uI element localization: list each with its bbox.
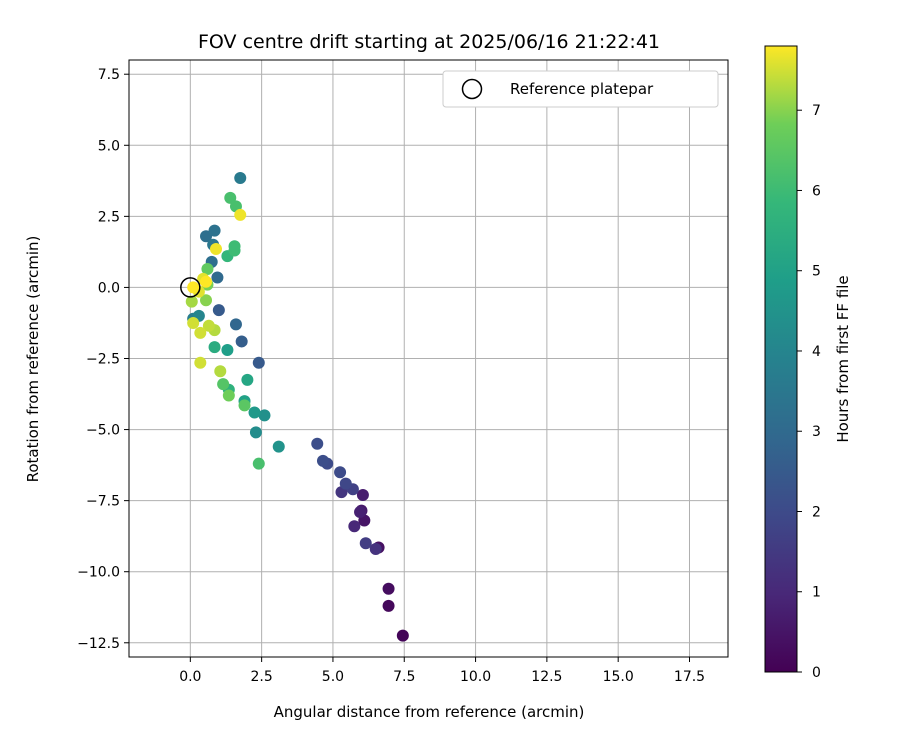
- x-tick-label: 12.5: [531, 669, 562, 685]
- legend-box: [442, 70, 719, 108]
- scatter-point: [208, 224, 221, 237]
- y-tick-label: 5.0: [98, 138, 120, 154]
- colorbar-tick-label: 2: [812, 504, 821, 520]
- scatter-point: [311, 437, 324, 450]
- scatter-point: [348, 520, 361, 533]
- scatter-point: [272, 440, 285, 453]
- x-tick-label: 0.0: [179, 669, 201, 685]
- scatter-point: [234, 208, 247, 221]
- scatter-point: [396, 629, 409, 642]
- scatter-point: [234, 171, 247, 184]
- scatter-point: [217, 378, 230, 391]
- scatter-point: [249, 426, 262, 439]
- scatter-point: [208, 341, 221, 354]
- colorbar-tick-label: 4: [812, 344, 821, 360]
- y-tick-label: −5.0: [86, 423, 120, 439]
- colorbar-tick-label: 5: [812, 264, 821, 280]
- x-tick-label: 7.5: [393, 669, 415, 685]
- scatter-point: [194, 326, 207, 339]
- scatter-point: [221, 343, 234, 356]
- x-tick-label: 10.0: [460, 669, 491, 685]
- scatter-point: [201, 262, 214, 275]
- y-tick-label: −2.5: [86, 352, 120, 368]
- grid-lines: [129, 60, 728, 657]
- scatter-point: [214, 365, 227, 378]
- scatter-point: [316, 454, 329, 467]
- y-tick-label: −10.0: [77, 565, 120, 581]
- data-points: [185, 171, 409, 642]
- chart-title: FOV centre drift starting at 2025/06/16 …: [198, 31, 660, 53]
- y-axis-ticks: 7.5 5.0 2.5 0.0 −2.5 −5.0 −7.5 −10.0 −12.5: [77, 67, 129, 652]
- colorbar-gradient: [764, 45, 798, 673]
- y-tick-label: 2.5: [98, 209, 120, 225]
- colorbar-tick-label: 0: [812, 665, 821, 681]
- legend: Reference platepar: [442, 70, 719, 108]
- y-tick-label: 7.5: [98, 67, 120, 83]
- scatter-point: [359, 537, 372, 550]
- colorbar-label: Hours from first FF file: [834, 275, 852, 442]
- scatter-point: [194, 356, 207, 369]
- x-tick-label: 5.0: [322, 669, 344, 685]
- legend-open-circle-marker: [461, 78, 483, 100]
- scatter-point: [185, 295, 198, 308]
- y-tick-label: −7.5: [86, 494, 120, 510]
- scatter-point: [369, 542, 382, 555]
- scatter-point: [235, 335, 248, 348]
- scatter-point: [252, 356, 265, 369]
- scatter-point: [258, 409, 271, 422]
- scatter-point: [212, 304, 225, 317]
- x-axis-label: Angular distance from reference (arcmin): [274, 703, 585, 721]
- y-tick-label: 0.0: [98, 280, 120, 296]
- scatter-point: [382, 599, 395, 612]
- y-axis-label: Rotation from reference (arcmin): [24, 236, 42, 483]
- scatter-point: [224, 191, 237, 204]
- scatter-point: [202, 319, 215, 332]
- colorbar-tick-label: 6: [812, 183, 821, 199]
- scatter-point: [382, 582, 395, 595]
- legend-label-reference-platepar: Reference platepar: [510, 80, 654, 98]
- reference-marker: [180, 277, 201, 298]
- scatter-point: [211, 271, 224, 284]
- y-tick-label: −12.5: [77, 636, 120, 652]
- reference-platepar-point: [180, 277, 201, 298]
- colorbar: 0 1 2 3 4 5 6 7 Hours from first FF file: [764, 45, 852, 681]
- scatter-point: [334, 466, 347, 479]
- scatter-point: [339, 477, 352, 490]
- scatter-point: [248, 406, 261, 419]
- colorbar-tick-label: 3: [812, 424, 821, 440]
- scatter-point: [238, 399, 251, 412]
- scatter-point: [222, 389, 235, 402]
- scatter-point: [200, 230, 213, 243]
- x-tick-label: 15.0: [603, 669, 634, 685]
- scatter-point: [200, 294, 213, 307]
- colorbar-ticks: 0 1 2 3 4 5 6 7: [797, 103, 821, 681]
- scatter-point: [356, 488, 369, 501]
- x-tick-label: 17.5: [674, 669, 705, 685]
- scatter-point: [187, 281, 200, 294]
- x-axis-ticks: 0.0 2.5 5.0 7.5 10.0 12.5 15.0 17.5: [179, 657, 705, 685]
- scatter-point: [252, 457, 265, 470]
- scatter-point: [200, 275, 213, 288]
- scatter-point: [241, 373, 254, 386]
- x-tick-label: 2.5: [251, 669, 273, 685]
- scatter-point: [229, 318, 242, 331]
- colorbar-tick-label: 7: [812, 103, 821, 119]
- scatter-point: [354, 506, 367, 519]
- scatter-point: [228, 240, 241, 253]
- colorbar-tick-label: 1: [812, 585, 821, 601]
- scatter-point: [209, 243, 222, 256]
- scatter-point: [187, 316, 200, 329]
